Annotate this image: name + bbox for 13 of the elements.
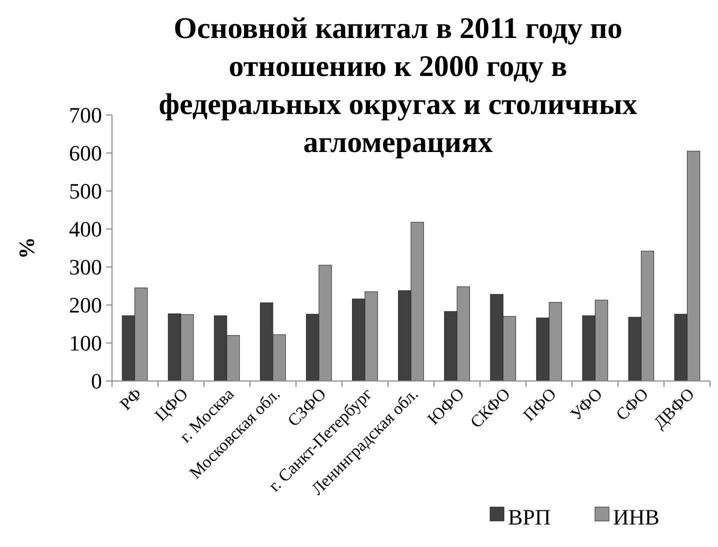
legend-label: ВРП: [508, 504, 551, 530]
y-tick-label: 600: [69, 140, 102, 166]
y-tick-label: 0: [91, 368, 102, 394]
y-tick-label: 100: [69, 330, 102, 356]
chart-title: Основной капитал в 2011 году по отношению к 2000 году в федеральных округах и столичных агломерациях: [158, 12, 638, 159]
x-tick-label: РФ: [116, 384, 146, 414]
y-tick-label: 700: [69, 102, 102, 128]
y-tick-label: 500: [69, 178, 102, 204]
y-axis-title: %: [14, 237, 39, 259]
y-tick-label: 300: [69, 254, 102, 280]
y-tick-label: 200: [69, 292, 102, 318]
legend-label: ИНВ: [613, 504, 660, 530]
y-tick-label: 400: [69, 216, 102, 242]
